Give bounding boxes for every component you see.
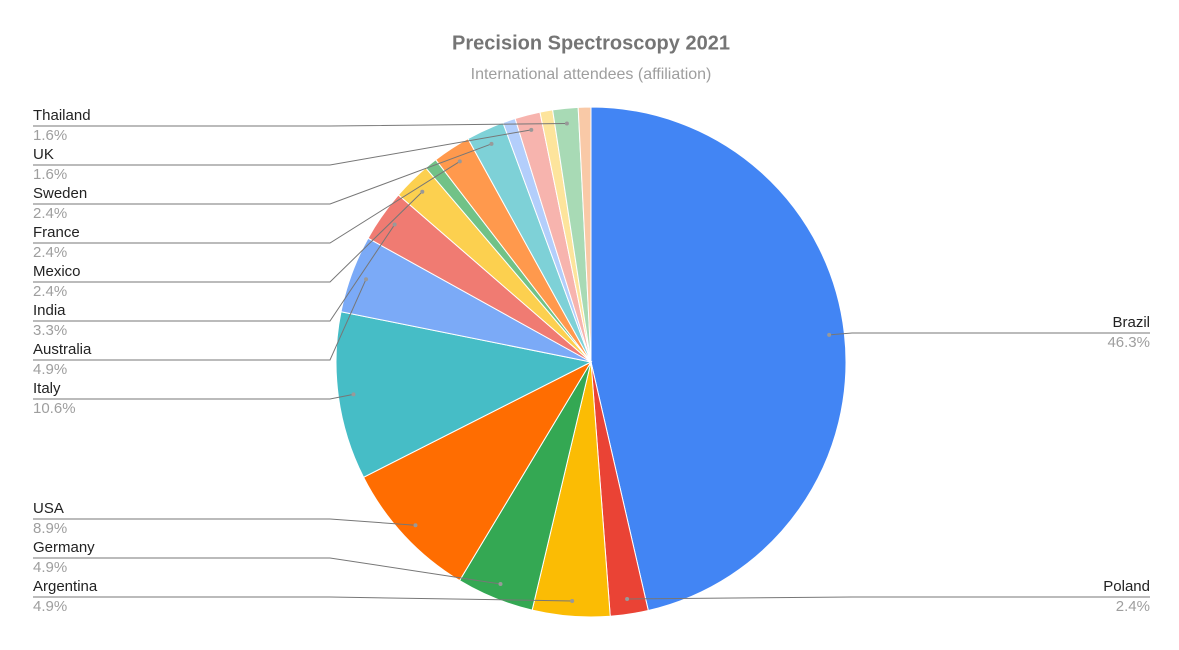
slice-value-label: 2.4% [1116,598,1150,615]
leader-line [33,123,567,127]
leader-dot [564,121,569,126]
slice-value-label: 4.9% [33,598,67,615]
leader-dot [489,141,494,146]
slice-label: USA [33,500,64,517]
slice-label: France [33,224,80,241]
slice-label: Brazil [1112,314,1150,331]
slice-value-label: 1.6% [33,166,67,183]
slice-label: Argentina [33,578,98,595]
leader-line [33,596,573,602]
chart-title: Precision Spectroscopy 2021 [452,32,730,54]
leader-line [33,224,396,322]
chart-subtitle: International attendees (affiliation) [471,66,712,83]
leader-dot [498,581,503,586]
leader-line [33,160,461,244]
slice-label: Germany [33,539,95,556]
leader-dot [625,596,630,601]
leader-line [33,129,532,166]
slice-label: India [33,302,66,319]
leader-line [33,279,367,361]
leader-line [33,191,423,283]
pie-slice [335,311,593,478]
leader-line [33,393,354,400]
slice-label: Sweden [33,185,87,202]
slice-value-label: 3.3% [33,322,67,339]
slice-label: Poland [1103,578,1150,595]
slice-value-label: 4.9% [33,361,67,378]
slice-value-label: 2.4% [33,283,67,300]
slice-label: Australia [33,341,92,358]
leader-line [829,332,1150,336]
leader-dot [570,598,575,603]
slice-value-label: 2.4% [33,244,67,261]
leader-dot [529,127,534,132]
slice-value-label: 46.3% [1107,334,1150,351]
slice-label: Thailand [33,107,91,124]
leader-dot [420,189,425,194]
leader-dot [351,392,356,397]
leader-line [33,143,492,205]
slice-value-label: 10.6% [33,400,76,417]
leader-line [33,518,416,526]
leader-line [33,557,501,585]
slice-value-label: 2.4% [33,205,67,222]
slice-label: UK [33,146,54,163]
leader-dot [364,277,369,282]
leader-dot [457,159,462,164]
slice-value-label: 4.9% [33,559,67,576]
slice-label: Mexico [33,263,81,280]
pie-slice [577,106,592,363]
slice-label: Italy [33,380,61,397]
leader-dot [413,523,418,528]
leader-line [627,596,1150,600]
leader-dot [827,332,832,337]
leader-dot [392,222,397,227]
slice-value-label: 8.9% [33,520,67,537]
slice-value-label: 1.6% [33,127,67,144]
